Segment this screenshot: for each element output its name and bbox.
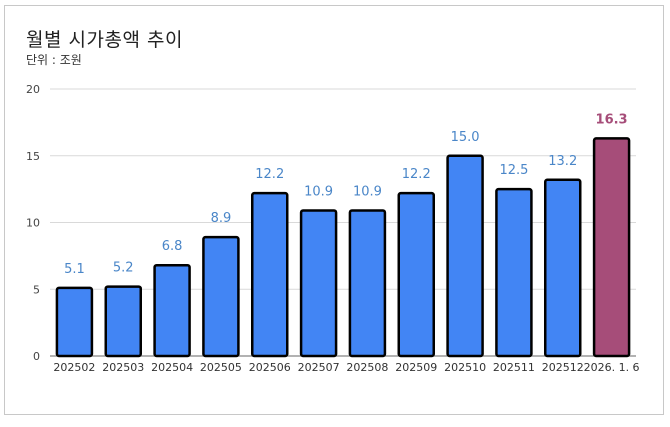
bar [495, 187, 533, 358]
x-tick-label: 202505 [200, 361, 242, 374]
bar-value-label: 5.1 [64, 262, 85, 277]
bar [153, 263, 191, 358]
bar-value-label: 12.5 [499, 163, 528, 178]
bar-value-label: 5.2 [113, 261, 134, 276]
y-tick-label: 10 [26, 217, 40, 230]
y-tick-label: 0 [33, 350, 40, 363]
bar-value-label: 15.0 [451, 130, 480, 145]
x-tick-label: 202502 [53, 361, 95, 374]
x-tick-label: 202509 [395, 361, 437, 374]
x-tick-label: 2026. 1. 6 [584, 361, 640, 374]
y-tick-label: 15 [26, 150, 40, 163]
x-tick-label: 202508 [346, 361, 388, 374]
bar [104, 285, 142, 358]
bar [348, 209, 387, 358]
bar-value-label: 16.3 [596, 112, 628, 127]
bar-value-label: 12.2 [255, 167, 284, 182]
x-tick-label: 202511 [493, 361, 535, 374]
bar-value-label: 6.8 [162, 239, 183, 254]
bar-value-label: 12.2 [402, 167, 431, 182]
x-tick-label: 202504 [151, 361, 193, 374]
bar-value-label: 10.9 [353, 184, 382, 199]
bar-value-label: 10.9 [304, 184, 333, 199]
x-tick-label: 202512 [542, 361, 584, 374]
chart-subtitle: 단위 : 조원 [26, 53, 82, 67]
x-tick-label: 202507 [298, 361, 340, 374]
bar-value-label: 13.2 [548, 154, 577, 169]
bar [55, 286, 94, 358]
bar [446, 154, 484, 358]
bar [544, 178, 582, 358]
bar [592, 137, 631, 358]
bar [299, 209, 338, 358]
y-tick-label: 5 [33, 283, 40, 296]
x-tick-label: 202503 [102, 361, 144, 374]
x-tick-label: 202510 [444, 361, 486, 374]
chart-title: 월별 시가총액 추이 [26, 29, 183, 51]
bar [397, 191, 435, 358]
bar [202, 235, 240, 358]
y-tick-label: 20 [26, 83, 40, 96]
bar [251, 191, 289, 358]
bar-value-label: 8.9 [211, 211, 232, 226]
x-tick-label: 202506 [249, 361, 291, 374]
